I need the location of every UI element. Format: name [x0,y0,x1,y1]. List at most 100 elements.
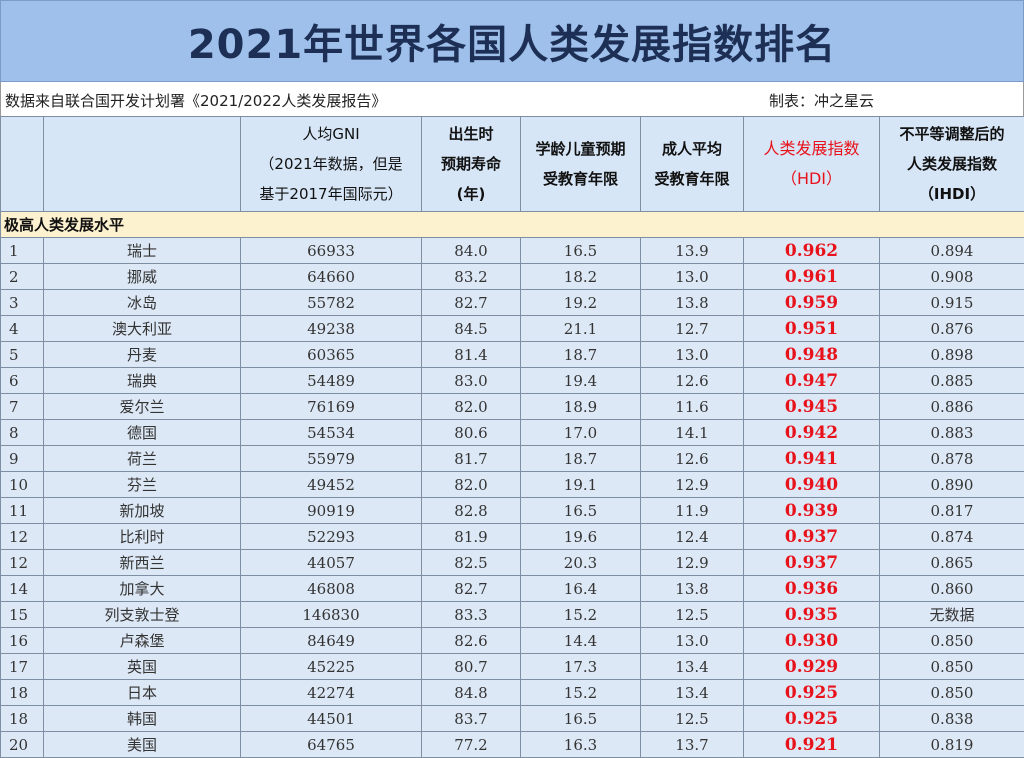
table-row: 6 瑞典 54489 83.0 19.4 12.6 0.947 0.885 [0,367,1024,394]
expected-schooling-cell: 19.1 [520,471,641,498]
table-row: 15 列支敦士登 146830 83.3 15.2 12.5 0.935 无数据 [0,601,1024,628]
expected-schooling-cell: 15.2 [520,679,641,706]
header-ihdi-line: （IHDI） [918,185,986,203]
table-row: 8 德国 54534 80.6 17.0 14.1 0.942 0.883 [0,419,1024,446]
table-row: 11 新加坡 90919 82.8 16.5 11.9 0.939 0.817 [0,497,1024,524]
rank-cell: 17 [0,653,44,680]
header-life-line: 预期寿命 [440,155,501,173]
hdi-cell: 0.925 [743,705,880,732]
expected-schooling-cell: 18.7 [520,341,641,368]
mean-schooling-cell: 12.6 [640,367,744,394]
mean-schooling-cell: 13.0 [640,627,744,654]
group-row: 极高人类发展水平 [0,211,1024,238]
rank-cell: 12 [0,523,44,550]
header-mean-schooling: 成人平均 受教育年限 [640,116,744,212]
life-expectancy-cell: 81.7 [421,445,521,472]
gni-cell: 49452 [240,471,422,498]
expected-schooling-cell: 16.3 [520,731,641,758]
life-expectancy-cell: 80.6 [421,419,521,446]
life-expectancy-cell: 81.9 [421,523,521,550]
rank-cell: 4 [0,315,44,342]
hdi-cell: 0.940 [743,471,880,498]
ihdi-cell: 0.883 [879,419,1024,446]
header-gni-line: 人均GNI [302,125,360,143]
mean-schooling-cell: 12.9 [640,471,744,498]
mean-schooling-cell: 12.6 [640,445,744,472]
table-row: 18 韩国 44501 83.7 16.5 12.5 0.925 0.838 [0,705,1024,732]
country-cell: 美国 [43,731,241,758]
mean-schooling-cell: 13.0 [640,263,744,290]
expected-schooling-cell: 20.3 [520,549,641,576]
source-note: 数据来自联合国开发计划署《2021/2022人类发展报告》 [5,92,387,110]
life-expectancy-cell: 83.3 [421,601,521,628]
mean-schooling-cell: 13.9 [640,237,744,264]
rank-cell: 3 [0,289,44,316]
ihdi-cell: 0.819 [879,731,1024,758]
hdi-cell: 0.937 [743,549,880,576]
gni-cell: 90919 [240,497,422,524]
header-mean-line: 受教育年限 [654,170,730,188]
mean-schooling-cell: 13.7 [640,731,744,758]
mean-schooling-cell: 11.6 [640,393,744,420]
hdi-cell: 0.936 [743,575,880,602]
life-expectancy-cell: 83.2 [421,263,521,290]
mean-schooling-cell: 12.4 [640,523,744,550]
header-country [43,116,241,212]
ihdi-cell: 0.838 [879,705,1024,732]
mean-schooling-cell: 12.9 [640,549,744,576]
header-ihdi-line: 人类发展指数 [906,155,997,173]
life-expectancy-cell: 84.0 [421,237,521,264]
expected-schooling-cell: 19.4 [520,367,641,394]
rank-cell: 5 [0,341,44,368]
hdi-cell: 0.937 [743,523,880,550]
ihdi-cell: 0.860 [879,575,1024,602]
rank-cell: 1 [0,237,44,264]
country-cell: 英国 [43,653,241,680]
life-expectancy-cell: 77.2 [421,731,521,758]
country-cell: 新加坡 [43,497,241,524]
rank-cell: 6 [0,367,44,394]
country-cell: 韩国 [43,705,241,732]
ihdi-cell: 0.850 [879,679,1024,706]
rank-cell: 11 [0,497,44,524]
header-hdi-line: 人类发展指数 [763,139,860,158]
rank-cell: 12 [0,549,44,576]
life-expectancy-cell: 82.5 [421,549,521,576]
header-expected-line: 学龄儿童预期 [535,140,626,158]
rank-cell: 14 [0,575,44,602]
mean-schooling-cell: 13.4 [640,679,744,706]
header-hdi: 人类发展指数 （HDI） [743,116,880,212]
maker-note: 制表：冲之星云 [769,92,875,110]
rank-cell: 16 [0,627,44,654]
life-expectancy-cell: 82.0 [421,471,521,498]
header-ihdi-line: 不平等调整后的 [899,125,1005,143]
expected-schooling-cell: 15.2 [520,601,641,628]
mean-schooling-cell: 13.8 [640,289,744,316]
header-gni-line: 基于2017年国际元） [259,185,403,203]
expected-schooling-cell: 17.0 [520,419,641,446]
header-life-line: 出生时 [448,125,494,143]
life-expectancy-cell: 81.4 [421,341,521,368]
hdi-cell: 0.925 [743,679,880,706]
hdi-cell: 0.962 [743,237,880,264]
country-cell: 冰岛 [43,289,241,316]
life-expectancy-cell: 82.7 [421,289,521,316]
table-row: 4 澳大利亚 49238 84.5 21.1 12.7 0.951 0.876 [0,315,1024,342]
ihdi-cell: 0.874 [879,523,1024,550]
life-expectancy-cell: 84.5 [421,315,521,342]
country-cell: 瑞典 [43,367,241,394]
header-ihdi: 不平等调整后的 人类发展指数 （IHDI） [879,116,1024,212]
rank-cell: 10 [0,471,44,498]
country-cell: 新西兰 [43,549,241,576]
rank-cell: 7 [0,393,44,420]
hdi-cell: 0.948 [743,341,880,368]
mean-schooling-cell: 12.5 [640,601,744,628]
table-row: 17 英国 45225 80.7 17.3 13.4 0.929 0.850 [0,653,1024,680]
hdi-cell: 0.951 [743,315,880,342]
hdi-cell: 0.941 [743,445,880,472]
country-cell: 德国 [43,419,241,446]
mean-schooling-cell: 14.1 [640,419,744,446]
gni-cell: 44501 [240,705,422,732]
hdi-cell: 0.945 [743,393,880,420]
header-rank [0,116,44,212]
